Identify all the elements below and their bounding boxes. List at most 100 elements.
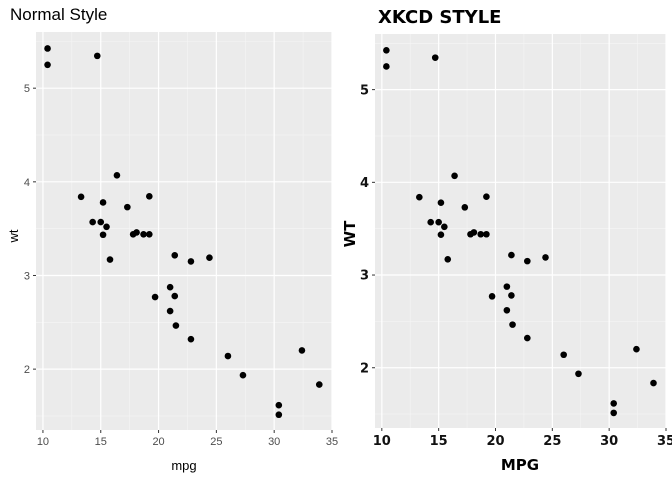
data-point bbox=[503, 283, 511, 290]
data-point bbox=[633, 345, 640, 353]
y-axis-ticks: 2 3 4 5 bbox=[24, 83, 36, 376]
grid-lines bbox=[375, 34, 667, 428]
y-tick-label: 4 bbox=[360, 176, 369, 191]
data-point bbox=[99, 199, 107, 206]
data-point bbox=[129, 230, 137, 238]
y-axis-label: WT bbox=[341, 220, 359, 248]
data-point bbox=[477, 230, 485, 238]
data-point bbox=[483, 193, 490, 200]
data-point bbox=[427, 218, 434, 226]
chart-title: Normal Style bbox=[10, 5, 107, 24]
data-point bbox=[461, 204, 469, 211]
x-tick-label: 15 bbox=[430, 434, 448, 449]
xkcd-style-chart: XKCD STYLE 10 15 20 25 30 35 2 3 4 5 MPG WT bbox=[341, 7, 672, 474]
data-point bbox=[315, 381, 323, 388]
data-point bbox=[508, 292, 515, 299]
data-point bbox=[503, 306, 511, 314]
data-point bbox=[431, 54, 439, 61]
normal-style-chart: Normal Style 10 15 20 25 30 35 2 3 4 5 mpg wt bbox=[6, 5, 338, 473]
x-tick-label: 30 bbox=[268, 436, 280, 448]
y-tick-label: 2 bbox=[24, 364, 30, 376]
plot-background bbox=[375, 34, 666, 428]
x-tick-label: 25 bbox=[210, 436, 222, 448]
data-point bbox=[435, 218, 442, 226]
data-point bbox=[106, 256, 114, 263]
data-point bbox=[444, 255, 452, 263]
data-point bbox=[441, 223, 448, 231]
data-point bbox=[437, 199, 445, 207]
y-tick-label: 4 bbox=[24, 177, 30, 189]
y-tick-label: 3 bbox=[360, 269, 369, 284]
data-point bbox=[103, 223, 110, 231]
data-point bbox=[610, 409, 618, 417]
data-point bbox=[467, 230, 474, 238]
data-point bbox=[488, 293, 496, 300]
x-tick-label: 20 bbox=[486, 434, 504, 449]
data-point bbox=[146, 230, 153, 238]
data-point bbox=[509, 321, 516, 328]
data-point bbox=[172, 322, 180, 329]
data-point bbox=[113, 171, 121, 179]
data-point bbox=[187, 258, 195, 265]
data-points bbox=[44, 45, 323, 419]
y-axis-label: wt bbox=[6, 229, 21, 243]
x-axis-ticks: 10 15 20 25 30 35 bbox=[373, 428, 672, 449]
x-tick-label: 35 bbox=[657, 434, 672, 449]
data-point bbox=[187, 335, 195, 343]
data-point bbox=[140, 230, 147, 238]
x-tick-label: 10 bbox=[37, 436, 49, 448]
y-tick-label: 3 bbox=[24, 270, 30, 282]
data-points bbox=[383, 47, 657, 417]
data-point bbox=[171, 252, 179, 259]
data-point bbox=[275, 401, 283, 409]
plot-background bbox=[36, 32, 332, 430]
data-point bbox=[483, 230, 490, 238]
data-point bbox=[437, 231, 445, 239]
data-point bbox=[151, 293, 159, 301]
data-point bbox=[542, 254, 549, 261]
data-point bbox=[166, 283, 174, 291]
chart-title: XKCD STYLE bbox=[378, 7, 501, 28]
data-point bbox=[206, 254, 213, 261]
data-point bbox=[97, 218, 105, 226]
grid-lines bbox=[36, 32, 333, 430]
data-point bbox=[298, 347, 306, 354]
data-point bbox=[146, 193, 153, 200]
data-point bbox=[650, 379, 657, 387]
data-point bbox=[524, 334, 531, 342]
data-point bbox=[99, 231, 107, 239]
data-point bbox=[383, 47, 390, 54]
data-point bbox=[171, 292, 179, 300]
data-point bbox=[124, 203, 131, 211]
x-tick-label: 10 bbox=[373, 434, 391, 449]
data-point bbox=[575, 370, 582, 378]
data-point bbox=[224, 352, 232, 360]
x-axis-ticks: 10 15 20 25 30 35 bbox=[37, 430, 338, 448]
data-point bbox=[383, 63, 390, 70]
x-tick-label: 25 bbox=[543, 434, 561, 449]
data-point bbox=[166, 307, 174, 315]
data-point bbox=[524, 257, 531, 265]
data-point bbox=[451, 172, 458, 180]
data-point bbox=[560, 351, 567, 359]
x-axis-label: MPG bbox=[501, 456, 539, 474]
x-axis-label: mpg bbox=[171, 458, 196, 473]
y-tick-label: 2 bbox=[360, 361, 369, 376]
data-point bbox=[93, 52, 101, 60]
y-axis-ticks: 2 3 4 5 bbox=[360, 83, 375, 376]
x-tick-label: 35 bbox=[326, 436, 338, 448]
x-tick-label: 30 bbox=[600, 434, 618, 449]
data-point bbox=[239, 371, 247, 379]
y-tick-label: 5 bbox=[24, 83, 30, 95]
data-point bbox=[77, 193, 85, 201]
data-point bbox=[416, 193, 423, 201]
data-point bbox=[275, 411, 283, 419]
data-point bbox=[44, 45, 51, 52]
y-tick-label: 5 bbox=[360, 83, 369, 98]
data-point bbox=[44, 61, 51, 69]
data-point bbox=[89, 218, 96, 226]
x-tick-label: 15 bbox=[95, 436, 107, 448]
data-point bbox=[610, 400, 618, 407]
x-tick-label: 20 bbox=[152, 436, 164, 448]
